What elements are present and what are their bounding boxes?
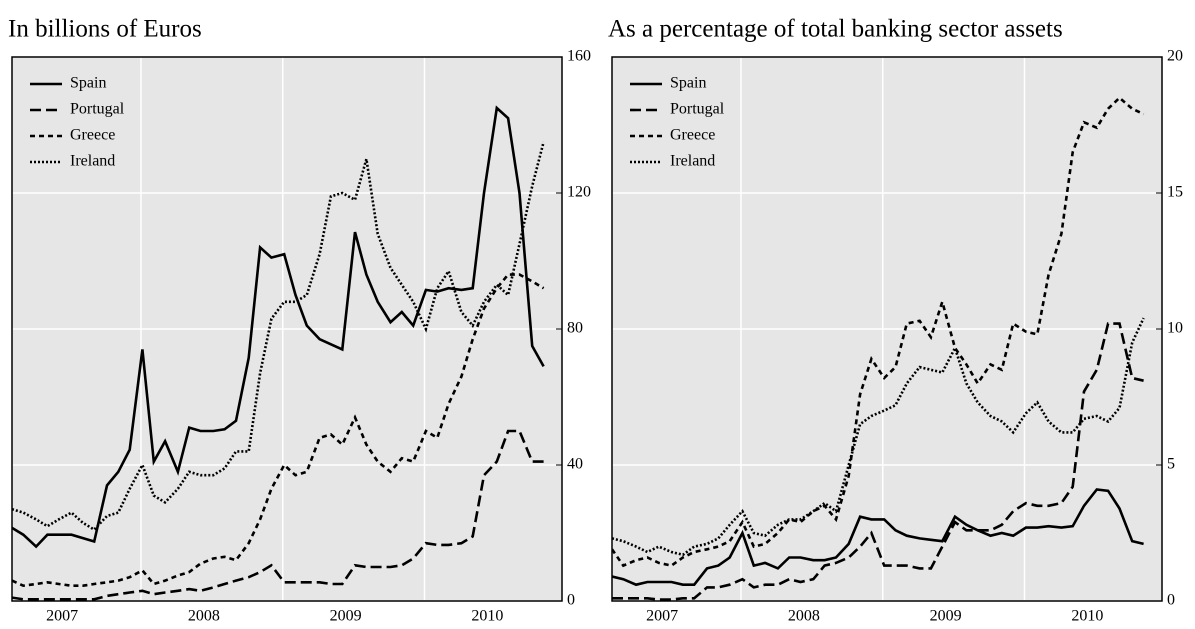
- series-line: [612, 488, 1144, 587]
- legend-label: Greece: [70, 127, 115, 144]
- series-line: [12, 105, 545, 549]
- series-line: [12, 141, 545, 532]
- x-tick-label: 2010: [1071, 608, 1103, 625]
- x-tick-label: 2009: [930, 608, 962, 625]
- x-tick-label: 2009: [330, 608, 362, 625]
- series-line: [12, 429, 544, 601]
- y-tick-label: 0: [567, 592, 575, 609]
- y-tick-label: 10: [1167, 320, 1183, 337]
- series-line: [612, 317, 1145, 557]
- legend-label: Ireland: [70, 153, 115, 170]
- x-tick-label: 2007: [646, 608, 678, 625]
- y-tick-label: 15: [1167, 184, 1183, 201]
- series-line: [12, 273, 545, 588]
- y-tick-label: 80: [567, 320, 583, 337]
- x-tick-label: 2008: [788, 608, 820, 625]
- x-tick-label: 2008: [188, 608, 220, 625]
- chart-title: In billions of Euros: [8, 16, 202, 43]
- legend-label: Spain: [70, 75, 106, 92]
- y-tick-label: 160: [567, 48, 591, 65]
- legend-label: Portugal: [70, 101, 125, 118]
- series-line: [612, 322, 1144, 601]
- x-tick-label: 2010: [471, 608, 503, 625]
- legend-label: Spain: [670, 75, 706, 92]
- legend-label: Portugal: [670, 101, 725, 118]
- y-tick-label: 20: [1167, 48, 1183, 65]
- x-tick-label: 2007: [46, 608, 78, 625]
- y-tick-label: 40: [567, 456, 583, 473]
- legend-label: Ireland: [670, 153, 715, 170]
- plot-border: [11, 56, 563, 602]
- plot-border: [611, 56, 1163, 602]
- y-tick-label: 0: [1167, 592, 1175, 609]
- legend-label: Greece: [670, 127, 715, 144]
- y-tick-label: 5: [1167, 456, 1175, 473]
- y-tick-label: 120: [567, 184, 591, 201]
- chart-title: As a percentage of total banking sector …: [608, 16, 1063, 43]
